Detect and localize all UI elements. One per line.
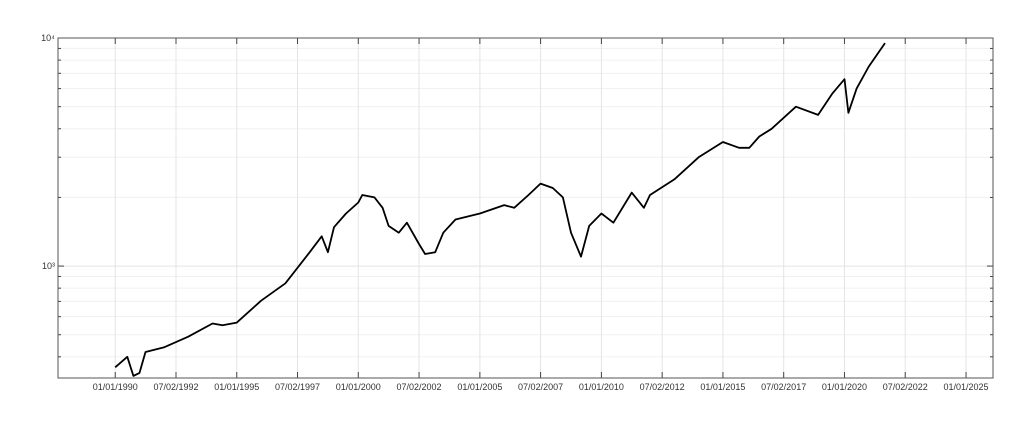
x-tick-label: 07/02/2022 [883,382,928,392]
x-tick-label: 07/02/2012 [640,382,685,392]
x-tick-label: 01/01/2005 [457,382,502,392]
x-tick-label: 07/02/2007 [518,382,563,392]
x-tick-label: 01/01/2025 [944,382,989,392]
x-tick-label: 07/02/2002 [397,382,442,392]
x-tick-label: 01/01/2020 [822,382,867,392]
x-tick-label: 01/01/2015 [700,382,745,392]
x-tick-label: 01/01/1990 [93,382,138,392]
x-tick-label: 07/02/2017 [761,382,806,392]
x-tick-label: 07/02/1997 [275,382,320,392]
line-series [114,42,886,377]
x-tick-label: 01/01/2000 [336,382,381,392]
x-tick-label: 07/02/1992 [153,382,198,392]
y-tick-label: 10³ [42,261,55,271]
plot-frame [57,37,994,379]
plot-area [58,38,993,378]
y-tick-label: 10⁴ [41,33,55,43]
x-tick-label: 01/01/2010 [579,382,624,392]
x-tick-label: 01/01/1995 [214,382,259,392]
